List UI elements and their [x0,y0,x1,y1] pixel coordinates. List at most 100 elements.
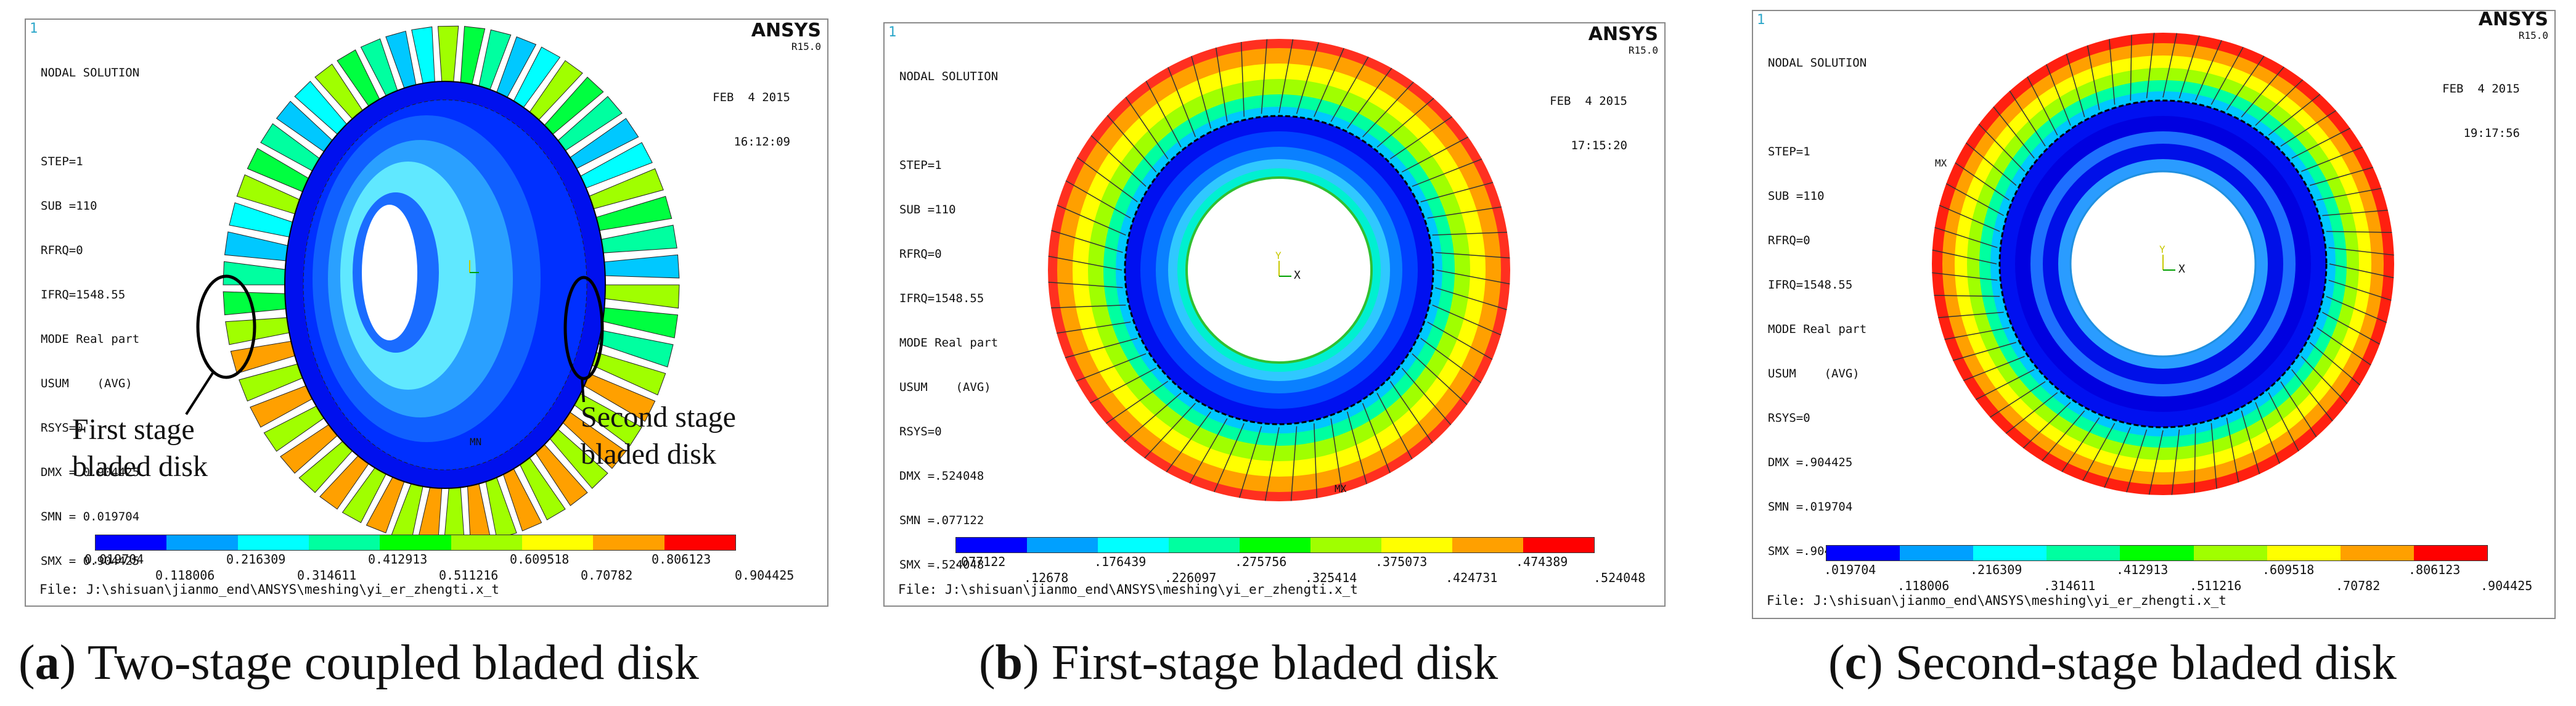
file-path: File: J:\shisuan\jianmo_end\ANSYS\meshin… [1767,593,2226,608]
blade-edge [1932,249,1997,265]
blade-edge [1401,367,1452,425]
caption-a: (a) Two-stage coupled bladed disk [18,636,699,690]
blade-edge [2268,94,2321,136]
date-label: FEB 4 2015 [713,91,790,104]
date-label: FEB 4 2015 [2442,82,2520,96]
blade-edge [2280,381,2317,437]
blade-edge [1051,230,1123,253]
legend-swatch-7 [1381,538,1452,552]
blade-edge [1065,337,1138,358]
blade-edge [1955,162,2010,201]
blade-edge [2316,327,2371,366]
blade-edge [1296,42,1319,114]
blade-edge [1362,81,1414,138]
legend-tick: .118006 [1897,578,1950,593]
ansys-logo: ANSYS [1588,23,1658,45]
blade-edge [2268,392,2299,451]
window-number: 1 [30,21,38,36]
panel-a: 1 NODAL SOLUTION STEP=1 SUB =110 RFRQ=0 … [0,0,859,706]
legend-tick: .806123 [2408,562,2461,577]
blade-edge [1389,380,1433,444]
blade-edge [2210,46,2244,105]
panel-c: 1 NODAL SOLUTION STEP=1 SUB =110 RFRQ=0 … [1717,0,2576,706]
blade-edge [1106,115,1157,173]
legend-tick: .70782 [2336,578,2381,593]
blade-edge [1314,47,1344,117]
blade-edge [1051,304,1126,309]
blade-edge [1939,205,2000,232]
legend-tick: .314611 [2043,578,2096,593]
blade-edge [2328,247,2394,256]
header-text: NODAL SOLUTION STEP=1 SUB =110 RFRQ=0 IF… [899,70,999,572]
blade-edge [2009,91,2046,147]
window-number: 1 [1757,12,1765,28]
blade-edge [1090,135,1147,187]
blade-edge [1065,180,1131,219]
legend-swatch-7 [2267,546,2341,560]
window-number: 1 [888,25,897,40]
legend-tick: 0.314611 [297,568,357,583]
color-legend [95,535,736,551]
legend-swatch-4 [1169,538,1240,552]
blade-edge [1412,158,1482,187]
file-path: File: J:\shisuan\jianmo_end\ANSYS\meshin… [898,582,1358,597]
legend-swatch-2 [1027,538,1098,552]
legend-tick: .511216 [2190,578,2242,593]
blade-edge [1362,403,1391,474]
blade-edge [1264,427,1280,501]
time-label: 19:17:56 [2463,126,2520,140]
blade-edge [2194,39,2222,101]
caption-b: (b) First-stage bladed disk [979,636,1499,690]
date-time: FEB 4 2015 19:17:56 [2442,52,2520,170]
blade-edge [1993,106,2035,159]
blade-edge [1346,411,1367,485]
axis-y-label: Y [1275,250,1282,261]
blade-edge [1145,80,1182,147]
blade-edge [1376,393,1413,460]
axis-y-label: Y [2159,244,2165,255]
blade-edge [1945,183,2004,216]
blade-edge [1934,295,2000,297]
blade-edge [1427,206,1502,219]
second-stage-highlight [563,276,604,380]
blade-edge [2241,66,2284,118]
blade-edge [1427,321,1493,360]
panel-b: 1 NODAL SOLUTION STEP=1 SUB =110 RFRQ=0 … [859,0,1717,706]
blade-edge [2291,369,2333,422]
legend-tick: .216309 [1970,562,2022,577]
blade [437,25,459,89]
blade-edge [1215,47,1228,122]
legend-swatch-9 [664,535,735,550]
blade-edge [2301,147,2363,172]
blade-edge [1124,392,1182,443]
blade-edge [1191,55,1212,129]
date-time: FEB 4 2015 16:12:09 [713,60,790,179]
legend-swatch-1 [956,538,1027,552]
legend-tick: 0.511216 [439,568,499,583]
legend-tick: 0.118006 [155,568,215,583]
plot-frame: 1 NODAL SOLUTION STEP=1 SUB =110 RFRQ=0 … [1752,9,2556,619]
blade-edge [2326,231,2392,233]
release-label: R15.0 [1628,44,1658,56]
legend-swatch-6 [1310,538,1381,552]
legend-swatch-4 [308,535,380,550]
contour-plot: Y X MX [1932,33,2394,495]
blade-edge [1278,39,1294,113]
legend-tick: .609518 [2262,562,2315,577]
blade-edge [2255,402,2280,464]
mn-marker: MN [470,436,481,448]
blade-edge [2130,35,2132,101]
file-path: File: J:\shisuan\jianmo_end\ANSYS\meshin… [39,582,499,597]
blade-edge [1990,381,2046,418]
blade-edge [2082,423,2116,482]
legend-swatch-7 [521,535,594,550]
blade-edge [2291,128,2350,159]
blade-edge [1290,426,1298,501]
legend-tick: 0.019704 [84,552,144,567]
blade-edge [1402,136,1469,173]
blade-edge [1976,369,2035,400]
blade-lines [1932,33,2394,495]
second-stage-disk-model: Y X MX [1932,33,2394,495]
legend-tick: .424731 [1445,570,1498,585]
legend-swatch-3 [1098,538,1169,552]
